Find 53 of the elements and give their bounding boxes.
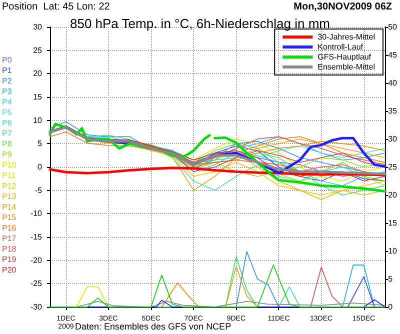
text: P14 bbox=[2, 202, 17, 212]
text: P18 bbox=[2, 244, 17, 254]
y2-tick-label: 0 bbox=[388, 302, 394, 312]
y2-tick-label: 50 bbox=[388, 22, 398, 32]
text: Mon,30NOV2009 06Z bbox=[294, 2, 392, 12]
y-tick-label: 10 bbox=[33, 116, 43, 125]
text: P8 bbox=[2, 140, 12, 148]
legend-label: Kontroll-Lauf bbox=[318, 42, 364, 52]
text: P15 bbox=[2, 213, 17, 222]
legend-label: 30-Jahres-Mittel bbox=[318, 32, 376, 42]
y2-tick-label: 40 bbox=[388, 78, 398, 88]
text: P5 bbox=[2, 108, 12, 117]
y2-tick-label: 45 bbox=[388, 50, 398, 60]
text: P1 bbox=[2, 66, 12, 75]
legend-label: Ensemble-Mittel bbox=[318, 62, 376, 72]
y2-tick-label: 15 bbox=[388, 218, 398, 228]
text: P17 bbox=[2, 234, 17, 243]
y-tick-label: -5 bbox=[34, 186, 43, 195]
text: P12 bbox=[2, 182, 17, 190]
y-tick-label: -20 bbox=[30, 256, 43, 265]
y-tick-label: -10 bbox=[30, 209, 43, 218]
y2-tick-label: 30 bbox=[388, 134, 398, 144]
text: P19 bbox=[2, 255, 17, 264]
text: P6 bbox=[2, 118, 12, 128]
text: P7 bbox=[2, 129, 12, 138]
y-tick-label: -30 bbox=[30, 302, 43, 312]
y2-tick-label: 10 bbox=[388, 246, 398, 256]
text: P20 bbox=[2, 266, 17, 274]
text: P9 bbox=[2, 150, 12, 159]
text: P3 bbox=[2, 87, 12, 96]
text: P2 bbox=[2, 76, 12, 86]
text: Daten: Ensembles des GFS von NCEP bbox=[75, 322, 232, 332]
text: P13 bbox=[2, 192, 17, 201]
text: P0 bbox=[2, 56, 12, 64]
chart-title: 850 hPa Temp. in °C, 6h-Niederschlag in mm bbox=[70, 16, 330, 31]
y-tick-label: -25 bbox=[30, 279, 43, 288]
legend-label: GFS-Hauptlauf bbox=[318, 52, 372, 62]
y-tick-label: -15 bbox=[30, 232, 43, 242]
y-tick-label: 0 bbox=[38, 162, 43, 172]
text: Position Lat: 45 Lon: 22 bbox=[2, 2, 110, 12]
text: P10 bbox=[2, 160, 17, 170]
text: P4 bbox=[2, 98, 12, 106]
y2-tick-label: 35 bbox=[388, 106, 398, 116]
y-tick-label: 25 bbox=[33, 46, 43, 55]
y2-tick-label: 25 bbox=[388, 162, 398, 172]
y-tick-label: 30 bbox=[33, 22, 43, 32]
y2-tick-label: 5 bbox=[388, 274, 394, 284]
y-tick-label: 15 bbox=[33, 92, 43, 102]
text: P11 bbox=[2, 171, 16, 180]
y2-tick-label: 20 bbox=[388, 190, 398, 200]
y-tick-label: 5 bbox=[38, 139, 43, 148]
text: P16 bbox=[2, 224, 17, 232]
y-tick-label: 20 bbox=[33, 69, 43, 78]
